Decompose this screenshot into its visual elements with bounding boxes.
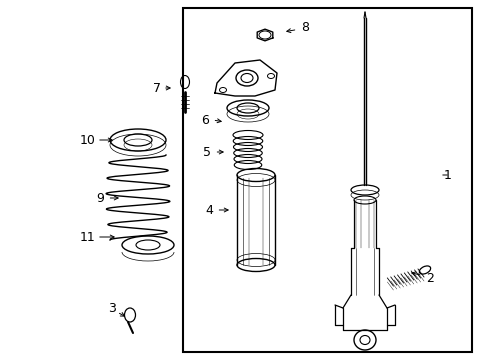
Text: 5: 5 — [203, 145, 210, 158]
Text: 11: 11 — [80, 230, 96, 243]
Text: 7: 7 — [153, 81, 161, 95]
Text: 4: 4 — [204, 203, 212, 216]
Text: 2: 2 — [425, 271, 433, 284]
Text: 6: 6 — [201, 113, 208, 126]
Text: 10: 10 — [80, 134, 96, 147]
Text: 8: 8 — [301, 21, 308, 33]
Text: 3: 3 — [108, 302, 116, 315]
Text: 9: 9 — [96, 192, 104, 204]
Bar — [183, 8, 471, 352]
Text: 1: 1 — [443, 168, 451, 181]
